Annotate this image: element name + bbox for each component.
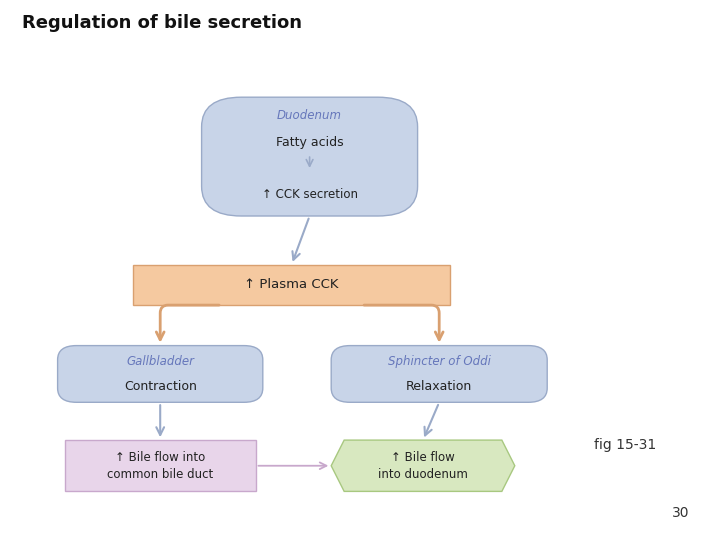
- Text: Sphincter of Oddi: Sphincter of Oddi: [388, 355, 490, 368]
- Text: Duodenum: Duodenum: [277, 109, 342, 122]
- Text: ↑ CCK secretion: ↑ CCK secretion: [261, 188, 358, 201]
- Text: fig 15-31: fig 15-31: [594, 438, 656, 453]
- Polygon shape: [331, 440, 515, 491]
- Text: ↑ Plasma CCK: ↑ Plasma CCK: [244, 278, 339, 292]
- Text: Gallbladder: Gallbladder: [126, 355, 194, 368]
- Text: Contraction: Contraction: [124, 380, 197, 393]
- Text: 30: 30: [672, 506, 689, 520]
- FancyBboxPatch shape: [202, 97, 418, 216]
- Text: Relaxation: Relaxation: [406, 380, 472, 393]
- Text: ↑ Bile flow
into duodenum: ↑ Bile flow into duodenum: [378, 451, 468, 481]
- FancyBboxPatch shape: [58, 346, 263, 402]
- FancyBboxPatch shape: [331, 346, 547, 402]
- FancyBboxPatch shape: [133, 265, 450, 305]
- Text: Fatty acids: Fatty acids: [276, 136, 343, 149]
- Text: Regulation of bile secretion: Regulation of bile secretion: [22, 14, 302, 31]
- Text: ↑ Bile flow into
common bile duct: ↑ Bile flow into common bile duct: [107, 451, 213, 481]
- FancyBboxPatch shape: [65, 440, 256, 491]
